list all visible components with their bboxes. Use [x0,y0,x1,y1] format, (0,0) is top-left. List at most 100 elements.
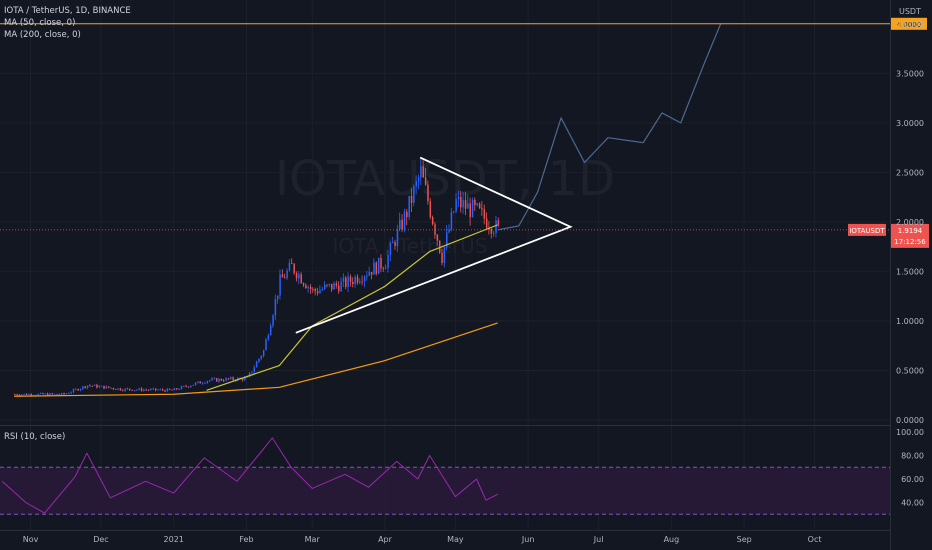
candle-body [422,166,425,178]
candle-body [335,283,338,286]
time-tick-label: 2021 [164,535,184,544]
legend-title[interactable]: IOTA / TetherUS, 1D, BINANCE [4,6,131,16]
rsi-band [0,466,890,515]
candle-body [253,367,256,372]
legend-ma200[interactable]: MA (200, close, 0) [4,30,81,40]
candle-body [323,284,326,290]
currency-label[interactable]: USDT [899,7,921,16]
time-tick-label: Dec [93,535,108,544]
candle-body [450,212,453,230]
candle-body [380,257,382,269]
candle-body [453,211,455,213]
candle-body [164,390,166,392]
candle-body [166,388,169,392]
candle-body [312,289,314,290]
candle-body [98,386,101,388]
candle-body [406,211,408,218]
candle-body [180,386,183,390]
candle-body [309,286,312,290]
candle-body [443,247,446,264]
candle-body [363,276,366,282]
candle-body [277,295,279,300]
candle-body [345,277,347,287]
price-tick-label: 2.0000 [896,218,924,227]
last-price-label: 1.9194 [898,227,923,235]
candle-body [260,355,263,359]
candle-body [248,372,251,377]
candle-body [366,275,368,277]
candle-body [492,233,495,234]
candle-body [30,394,33,396]
candle-body [140,388,143,391]
triangle-pattern[interactable] [295,156,573,334]
candle-body [58,394,61,396]
candle-body [373,262,375,275]
time-tick-label: Aug [664,535,680,544]
candle-body [227,378,230,380]
candle-body [424,177,427,185]
candle-body [396,229,399,247]
candle-body [330,283,333,290]
candle-body [28,394,30,395]
candle-body [415,180,418,187]
candle-body [481,207,483,210]
candle-body [39,393,42,394]
candle-body [117,388,119,390]
candle-body [199,381,202,384]
candle-body [265,339,267,351]
candle-body [124,388,126,391]
rsi-tick-label: 40.00 [901,499,924,508]
candle-body [91,385,94,387]
candle-body [115,389,117,390]
candle-body [467,203,469,209]
candle-body [389,243,392,255]
candle-body [96,384,98,388]
candle-body [112,388,115,390]
candle-body [413,186,415,203]
candle-body [319,290,321,294]
candle-body [185,385,187,387]
candle-body [272,315,274,326]
candle-body [70,392,72,394]
candle-body [178,389,180,390]
candle-body [434,224,436,235]
candle-body [211,378,213,381]
candle-body [387,254,389,268]
candle-body [206,380,209,383]
candle-body [469,203,471,218]
candle-body [122,390,124,392]
candle-body [241,378,244,381]
candle-body [79,388,82,391]
candle-body [197,381,199,383]
legend-rsi[interactable]: RSI (10, close) [4,432,66,442]
symbol-badge [848,223,886,236]
price-tick-label: 3.5000 [896,69,924,78]
candle-body [53,393,56,395]
candle-body [288,262,291,271]
candle-body [65,393,68,395]
candle-body [86,385,89,388]
candle-body [356,276,359,283]
candle-body [23,393,25,395]
candle-body [37,393,40,396]
candle-body [410,195,413,203]
candle-body [171,389,173,391]
candle-body [107,386,110,388]
time-tick-label: Apr [378,535,393,544]
axes: 4.0000 3.5000 3.0000 2.5000 2.0000 1.5000 1.00… [23,7,924,544]
candle-body [131,389,133,391]
ma50-line [206,224,498,391]
candle-body [173,388,176,391]
candle-body [82,386,84,389]
resistance-price-badge [891,17,927,30]
candle-body [485,218,488,228]
watermark-symbol: IOTAUSDT, 1D [275,151,615,207]
time-tick-label: May [447,535,464,544]
legend-ma50[interactable]: MA (50, close, 0) [4,18,76,28]
candle-body [354,276,356,285]
candle-body [154,388,157,391]
watermark-name: IOTA / TetherUS [333,234,488,258]
price-tick-label: 3.0000 [896,119,924,128]
candle-body [187,386,190,388]
candle-body [321,289,324,291]
